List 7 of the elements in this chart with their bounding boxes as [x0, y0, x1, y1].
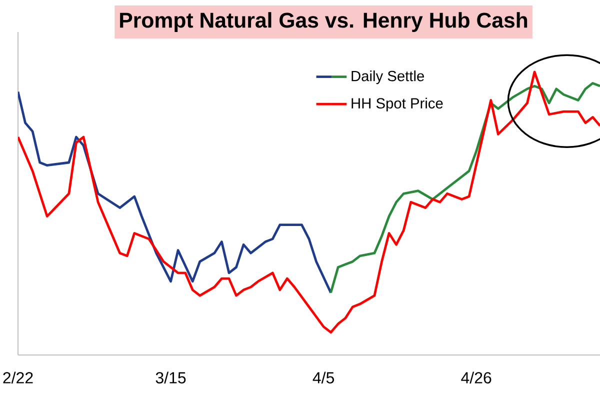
- x-tick-label: 3/15: [156, 372, 186, 384]
- x-tick-label: 2/22: [3, 372, 33, 384]
- legend-label: Daily Settle: [352, 70, 424, 84]
- x-tick-label: 4/26: [461, 372, 492, 384]
- legend-label: HH Spot Price: [352, 98, 443, 112]
- x-tick-label: 4/5: [312, 372, 334, 384]
- chart-title: Prompt Natural Gas vs. Henry Hub Cash: [120, 12, 528, 32]
